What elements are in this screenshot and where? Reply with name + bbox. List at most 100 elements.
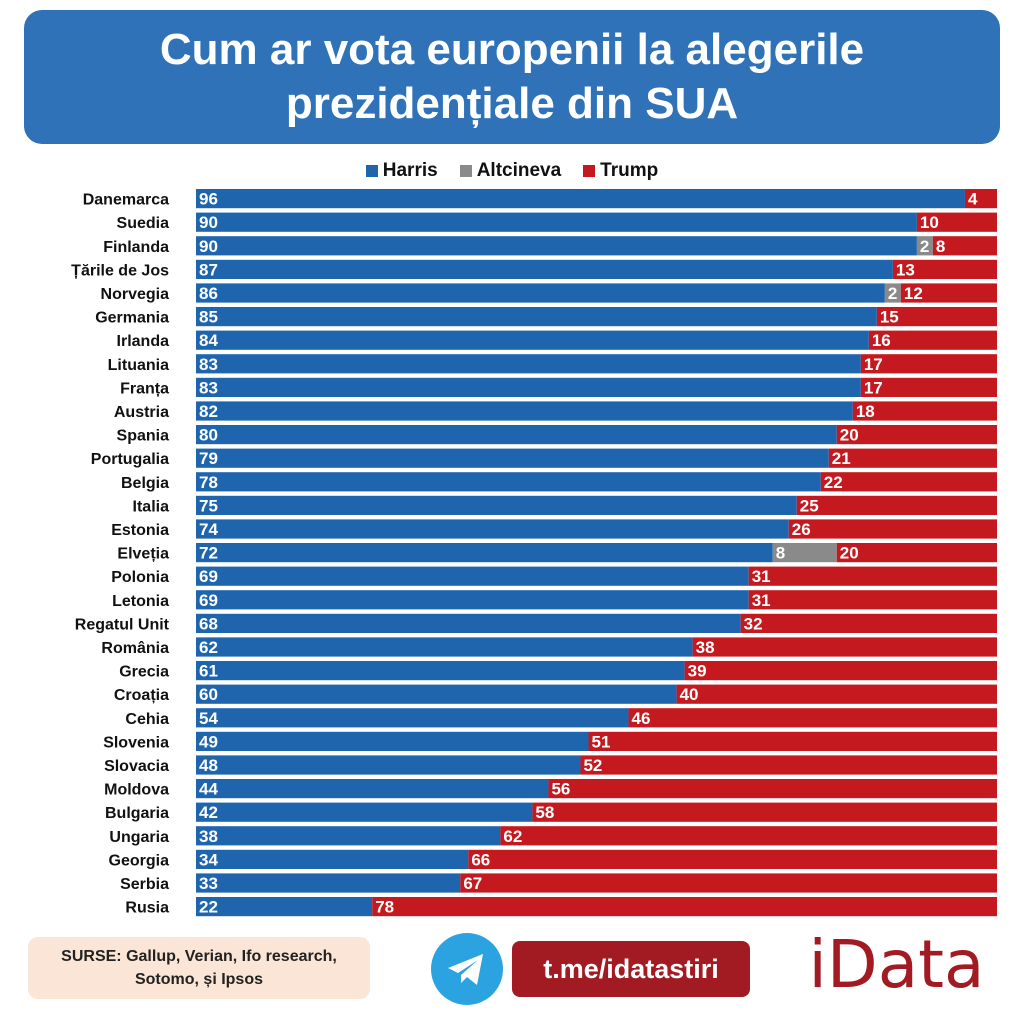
data-label-harris: 85 (199, 308, 218, 327)
data-label-trump: 21 (832, 449, 851, 468)
bar-segment-harris (196, 755, 581, 775)
bar-segment-trump (692, 637, 997, 657)
category-label: Grecia (119, 664, 169, 681)
data-label-harris: 78 (199, 473, 218, 492)
legend-label-trump: Trump (600, 160, 659, 181)
chart-legend: Harris Altcineva Trump (0, 159, 1024, 183)
bar-row: Rusia 22 78 (125, 897, 998, 917)
data-label-trump: 52 (583, 756, 602, 775)
bar-segment-harris (196, 354, 861, 374)
bar-segment-harris (196, 708, 629, 728)
bar-segment-harris (196, 495, 797, 515)
bar-segment-harris (196, 189, 965, 209)
bar-segment-trump (964, 189, 997, 209)
data-label-harris: 72 (199, 544, 218, 563)
bar-segment-trump (932, 236, 997, 256)
bar-segment-harris (196, 590, 749, 610)
data-label-trump: 62 (503, 827, 522, 846)
data-label-trump: 16 (872, 331, 891, 350)
bar-segment-harris (196, 330, 869, 350)
brand-logo: iData (808, 926, 985, 1003)
category-label: Danemarca (83, 192, 169, 209)
data-label-harris: 86 (199, 284, 218, 303)
bar-segment-harris (196, 377, 861, 397)
bar-row: Regatul Unit 68 32 (75, 613, 997, 633)
bar-segment-trump (548, 779, 997, 799)
bar-segment-trump (828, 448, 997, 468)
sources-text-1: Gallup, Verian, Ifo research, (126, 948, 337, 965)
legend-swatch-altcineva (459, 165, 472, 177)
bar-segment-trump (748, 566, 997, 586)
data-label-trump: 56 (551, 780, 570, 799)
category-label: Spania (117, 428, 170, 445)
bar-segment-harris (196, 849, 469, 869)
bar-row: Elveția 72 8 20 (117, 543, 997, 563)
bar-segment-harris (196, 731, 589, 751)
bar-segment-trump (588, 731, 997, 751)
category-label: Austria (114, 404, 169, 421)
data-label-harris: 87 (199, 260, 218, 279)
bar-segment-trump (860, 377, 997, 397)
data-label-harris: 69 (199, 591, 218, 610)
bar-segment-trump (892, 259, 997, 279)
category-label: Lituania (108, 357, 169, 374)
bar-segment-trump (748, 590, 997, 610)
data-label-trump: 17 (864, 378, 883, 397)
bar-segment-trump (676, 684, 997, 704)
bar-segment-harris (196, 543, 773, 563)
data-label-harris: 69 (199, 567, 218, 586)
data-label-harris: 84 (199, 331, 218, 350)
bar-segment-harris (196, 779, 549, 799)
category-label: Serbia (120, 876, 169, 893)
sources-text-2: Sotomo, și Ipsos (134, 971, 263, 988)
bar-row: România 62 38 (101, 637, 997, 657)
data-label-trump: 46 (632, 709, 651, 728)
data-label-trump: 32 (744, 614, 763, 633)
data-label-harris: 68 (199, 614, 218, 633)
category-label: Slovacia (104, 758, 169, 775)
bar-segment-trump (372, 897, 998, 917)
data-label-trump: 8 (936, 237, 945, 256)
category-label: Bulgaria (105, 805, 169, 822)
bar-segment-trump (468, 849, 998, 869)
sources-label: SURSE: (61, 948, 122, 965)
category-label: Ungaria (109, 829, 169, 846)
legend-item-harris: Harris (365, 160, 438, 182)
bar-row: Ungaria 38 62 (109, 826, 997, 846)
bar-segment-trump (820, 472, 997, 492)
bar-segment-harris (196, 472, 821, 492)
bar-row: Portugalia 79 21 (91, 448, 997, 468)
bar-row: Estonia 74 26 (111, 519, 997, 539)
sources-box: SURSE: Gallup, Verian, Ifo research, Sot… (28, 937, 370, 999)
data-label-harris: 83 (199, 378, 218, 397)
chart-title-line-2: prezidențiale din SUA (285, 79, 739, 128)
bar-segment-trump (852, 401, 997, 421)
data-label-trump: 12 (904, 284, 923, 303)
bar-segment-trump (916, 212, 997, 232)
category-label: Irlanda (117, 333, 170, 350)
bar-segment-trump (580, 755, 997, 775)
category-label: Belgia (121, 475, 169, 492)
category-label: Țările de Jos (71, 262, 169, 279)
data-label-trump: 66 (471, 850, 490, 869)
category-label: Suedia (117, 215, 170, 232)
bar-segment-altcineva (884, 283, 901, 303)
bar-row: Georgia 34 66 (109, 849, 998, 869)
bar-segment-harris (196, 283, 885, 303)
category-label: Finlanda (103, 239, 169, 256)
bar-row: Belgia 78 22 (121, 472, 997, 492)
telegram-button[interactable] (431, 933, 503, 1005)
data-label-trump: 20 (840, 426, 859, 445)
legend-label-harris: Harris (382, 160, 438, 181)
bar-segment-harris (196, 802, 533, 822)
data-label-harris: 79 (199, 449, 218, 468)
data-label-trump: 78 (375, 898, 394, 917)
category-label: Croația (114, 687, 169, 704)
data-label-harris: 90 (199, 213, 218, 232)
data-label-trump: 40 (680, 685, 699, 704)
bar-segment-harris (196, 661, 685, 681)
data-label-harris: 22 (199, 898, 218, 917)
data-label-harris: 80 (199, 426, 218, 445)
bar-row: Letonia 69 31 (112, 590, 997, 610)
telegram-link[interactable]: t.me/idatastiri (512, 941, 750, 997)
